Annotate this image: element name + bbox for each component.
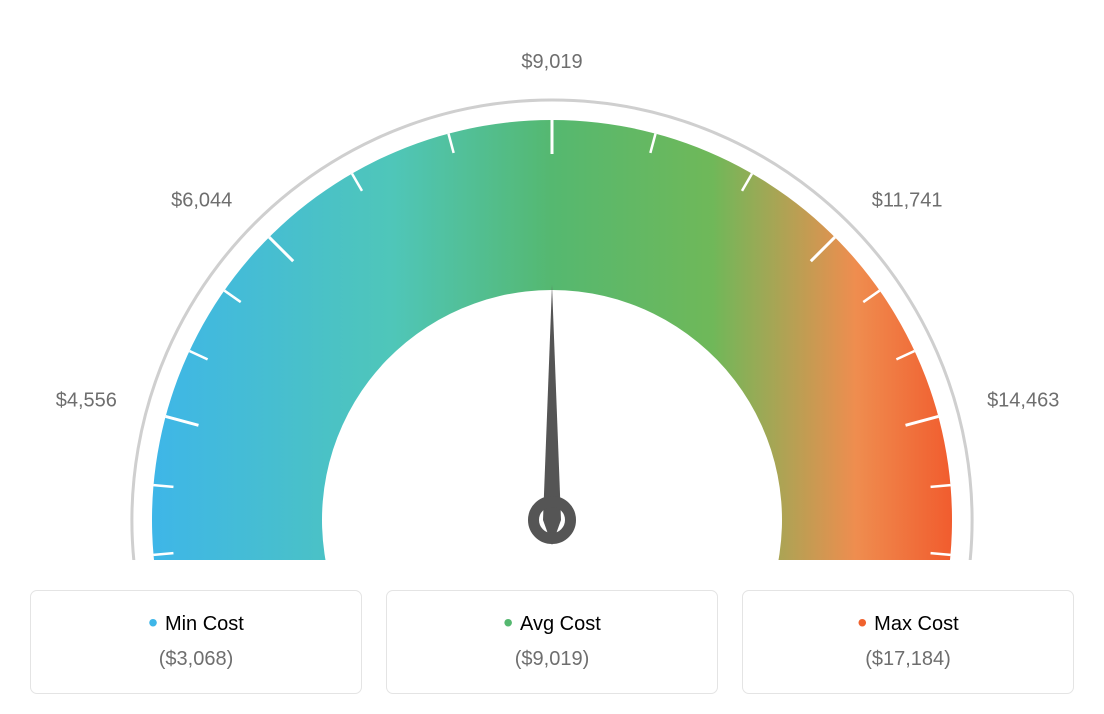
svg-text:$6,044: $6,044 [171, 189, 232, 211]
legend-value-avg: ($9,019) [397, 648, 707, 671]
legend-title-text: Max Cost [874, 613, 958, 635]
legend-title-min: •Min Cost [41, 613, 351, 636]
svg-text:$14,463: $14,463 [987, 390, 1059, 412]
svg-text:$4,556: $4,556 [56, 390, 117, 412]
legend-card-min: •Min Cost ($3,068) [30, 590, 362, 694]
legend-card-max: •Max Cost ($17,184) [742, 590, 1074, 694]
dot-icon: • [503, 607, 513, 638]
legend-row: •Min Cost ($3,068) •Avg Cost ($9,019) •M… [20, 590, 1084, 694]
legend-title-max: •Max Cost [753, 613, 1063, 636]
gauge-svg: $3,068$4,556$6,044$9,019$11,741$14,463$1… [20, 20, 1084, 560]
legend-value-min: ($3,068) [41, 648, 351, 671]
cost-gauge-chart: $3,068$4,556$6,044$9,019$11,741$14,463$1… [20, 20, 1084, 694]
legend-title-avg: •Avg Cost [397, 613, 707, 636]
legend-card-avg: •Avg Cost ($9,019) [386, 590, 718, 694]
svg-text:$9,019: $9,019 [521, 51, 582, 73]
legend-title-text: Min Cost [165, 613, 244, 635]
legend-title-text: Avg Cost [520, 613, 601, 635]
dot-icon: • [857, 607, 867, 638]
dot-icon: • [148, 607, 158, 638]
legend-value-max: ($17,184) [753, 648, 1063, 671]
svg-text:$11,741: $11,741 [872, 189, 943, 211]
